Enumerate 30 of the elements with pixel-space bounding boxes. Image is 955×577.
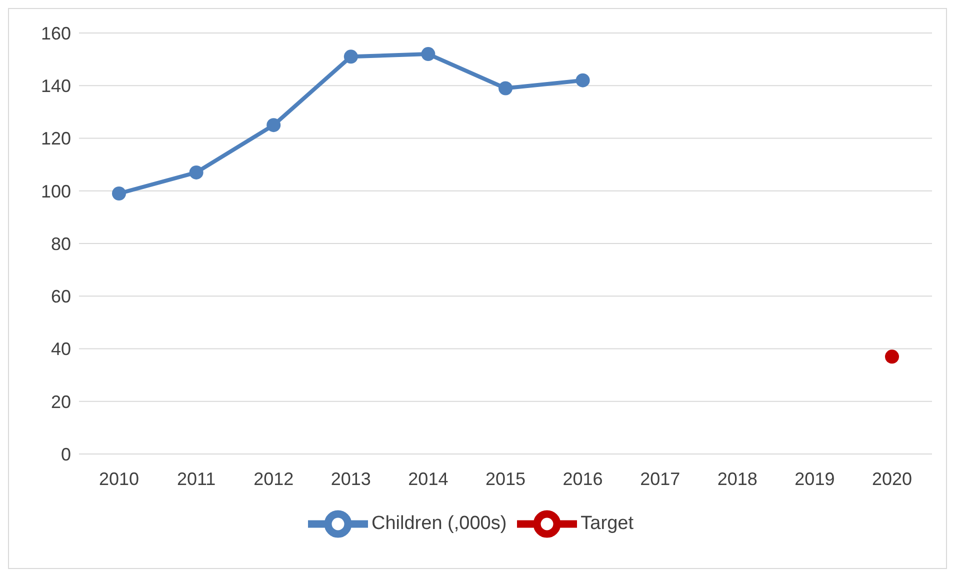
x-tick-label: 2018 [717,468,758,489]
point [344,50,358,64]
point [576,73,590,88]
point [421,47,436,62]
y-tick-label: 20 [50,392,71,412]
x-tick-label: 2010 [98,468,140,489]
point [885,350,899,364]
x-tick-label: 2014 [408,468,448,489]
y-tick-label: 0 [60,444,71,464]
legend-label: Target [580,513,634,534]
point [112,186,126,201]
y-tick-label: 120 [40,128,71,149]
x-tick-label: 2011 [176,468,216,489]
y-tick-label: 160 [40,23,71,44]
x-tick-label: 2019 [794,468,835,489]
point [266,118,281,132]
x-tick-label: 2012 [254,468,294,489]
x-tick-label: 2020 [872,468,912,489]
x-tick-label: 2015 [485,468,526,489]
point [498,81,512,96]
x-tick-label: 2016 [562,468,603,489]
y-tick-label: 140 [40,76,71,96]
y-tick-label: 40 [50,339,71,360]
y-tick-label: 60 [50,286,71,307]
point [189,165,204,180]
x-tick-label: 2017 [640,468,680,489]
legend-label: Children (,000s) [372,513,507,534]
y-tick-label: 80 [50,234,71,254]
x-tick-label: 2013 [330,468,371,489]
y-tick-label: 100 [40,181,71,202]
